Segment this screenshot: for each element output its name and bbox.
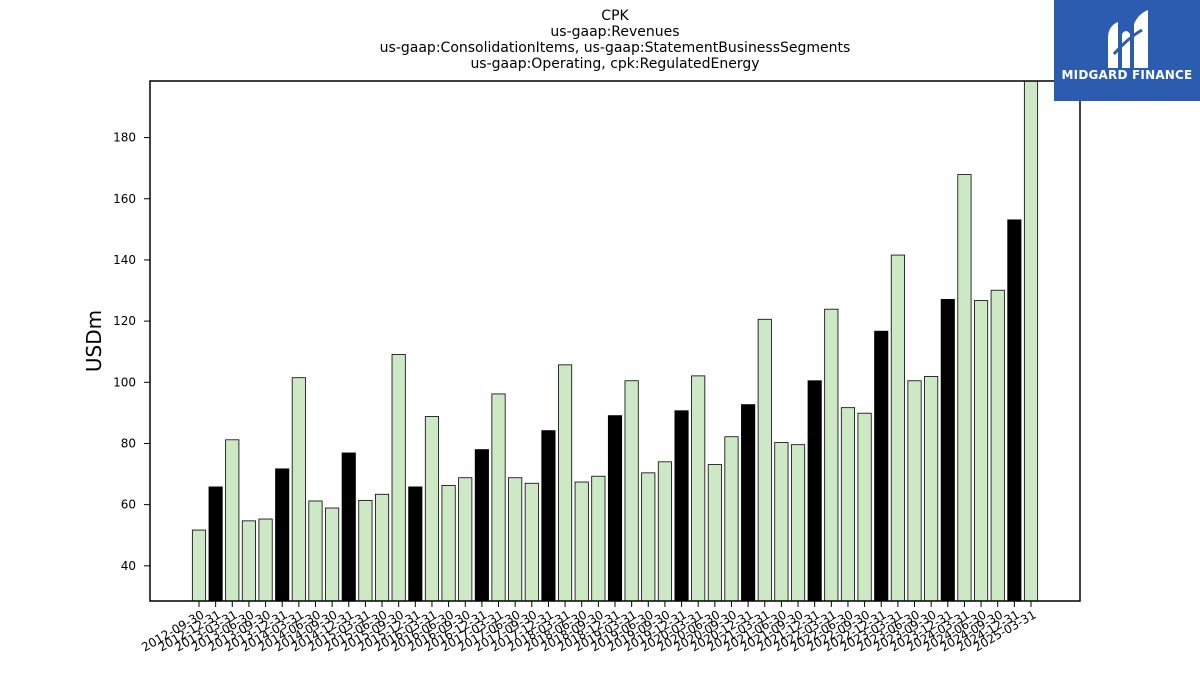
bar-2021-06-30 [774,442,789,602]
bar-2013-06-30 [241,520,256,602]
title-line-4: us-gaap:Operating, cpk:RegulatedEnergy [470,56,759,72]
bar-2024-06-30 [974,300,989,602]
bar-2022-03-31 [824,308,839,602]
bar-2022-06-30 [840,407,856,602]
bars-group [191,80,1039,602]
bar-2013-09-30 [258,518,273,602]
bar-2025-03-31 [1023,80,1039,602]
y-tick-label: 180 [113,131,136,145]
bar-2018-06-30 [574,481,589,602]
bar-2018-03-31 [558,364,573,602]
y-axis-label: USDm [82,310,106,372]
bar-2015-06-30 [374,493,390,602]
bar-2021-03-31 [757,318,772,602]
bar-2014-06-30 [308,500,323,602]
bar-2023-12-31 [940,298,955,602]
bar-2018-09-30 [591,475,606,602]
bar-2012-12-31 [208,486,223,602]
bar-2014-03-31 [291,377,306,602]
title-line-1: CPK [601,8,629,24]
bar-2017-06-30 [508,477,523,602]
bar-2017-03-31 [491,393,506,602]
bar-2023-03-31 [890,254,905,602]
y-axis: 40 60 80 100 120 140 160 180 [113,131,150,573]
bar-2019-06-30 [641,472,656,602]
bar-2023-06-30 [907,380,922,602]
logo-text: MIDGARD FINANCE [1061,68,1193,82]
bar-2023-09-30 [924,376,939,602]
midgard-finance-logo: MIDGARD FINANCE [1054,0,1200,101]
bar-2020-03-31 [691,375,706,602]
bar-2020-06-30 [707,464,722,602]
midgard-logo-icon [1108,10,1148,68]
y-tick-label: 120 [113,314,136,328]
plot-frame [149,80,1081,602]
bar-2017-12-31 [541,430,556,602]
bar-2015-09-30 [391,354,406,602]
y-tick-label: 40 [121,559,136,573]
y-tick-label: 140 [113,253,136,267]
bar-2015-03-31 [358,499,373,602]
bar-2015-12-31 [408,486,423,602]
y-tick-label: 60 [121,498,136,512]
bar-2012-09-30 [191,529,207,602]
bar-2016-12-31 [474,449,489,602]
y-tick-label: 160 [113,192,136,206]
bar-2016-03-31 [424,416,440,602]
bar-2014-12-31 [341,452,356,602]
bar-2024-12-31 [1007,219,1022,602]
bar-2021-12-31 [807,380,822,602]
bar-2024-09-30 [990,289,1005,602]
bar-2017-09-30 [524,482,539,602]
bar-2016-06-30 [441,484,456,602]
chart-title: CPK us-gaap:Revenues us-gaap:Consolidati… [380,8,851,72]
bar-2019-12-31 [674,410,689,602]
bar-2016-09-30 [458,477,473,602]
y-tick-label: 100 [113,375,136,389]
bar-2022-12-31 [874,330,889,602]
bar-2013-03-31 [225,439,240,602]
bar-2021-09-30 [790,444,806,602]
bar-2020-12-31 [741,404,756,602]
x-axis: 2012-09-302012-12-312013-03-312013-06-30… [139,601,1039,654]
title-line-2: us-gaap:Revenues [550,24,679,40]
bar-2024-03-31 [957,174,972,602]
bar-2013-12-31 [275,468,290,602]
bar-2019-03-31 [624,380,639,602]
title-line-3: us-gaap:ConsolidationItems, us-gaap:Stat… [380,40,851,56]
bar-2014-09-30 [325,507,340,602]
y-tick-label: 80 [121,436,136,450]
bar-2018-12-31 [607,415,623,602]
bar-2022-09-30 [857,412,872,602]
bar-2019-09-30 [657,461,672,602]
bar-2020-09-30 [724,436,739,602]
